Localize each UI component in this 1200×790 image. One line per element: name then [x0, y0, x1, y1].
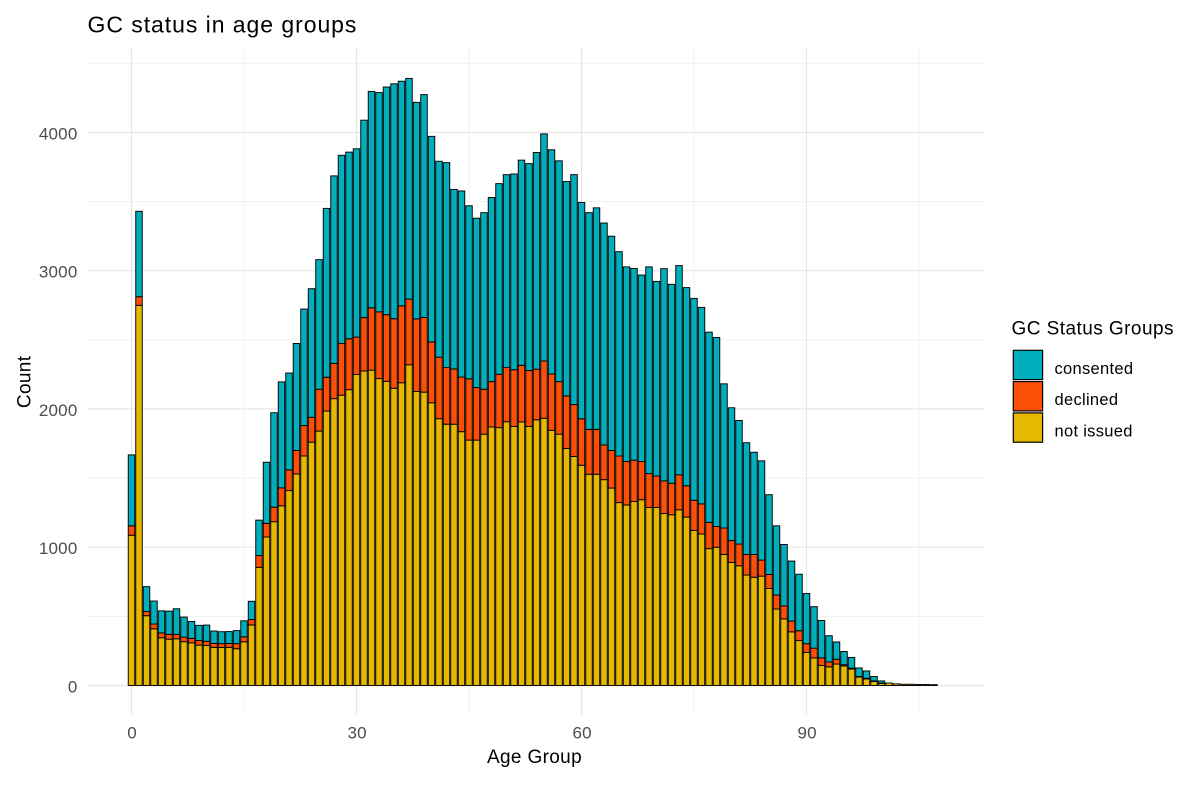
svg-text:3000: 3000 — [39, 263, 78, 282]
svg-text:not issued: not issued — [1055, 423, 1133, 441]
svg-text:GC status in age groups: GC status in age groups — [88, 11, 358, 37]
svg-text:4000: 4000 — [39, 125, 78, 144]
svg-text:GC Status Groups: GC Status Groups — [1012, 319, 1174, 340]
svg-text:Count: Count — [15, 355, 36, 408]
svg-text:2000: 2000 — [39, 401, 78, 420]
svg-text:1000: 1000 — [39, 539, 78, 558]
svg-text:30: 30 — [347, 724, 366, 743]
svg-text:0: 0 — [68, 678, 78, 697]
svg-text:consented: consented — [1055, 360, 1134, 378]
svg-text:90: 90 — [797, 724, 816, 743]
svg-text:60: 60 — [572, 724, 591, 743]
svg-text:0: 0 — [127, 724, 137, 743]
svg-text:declined: declined — [1055, 391, 1119, 409]
svg-text:Age Group: Age Group — [487, 747, 582, 768]
